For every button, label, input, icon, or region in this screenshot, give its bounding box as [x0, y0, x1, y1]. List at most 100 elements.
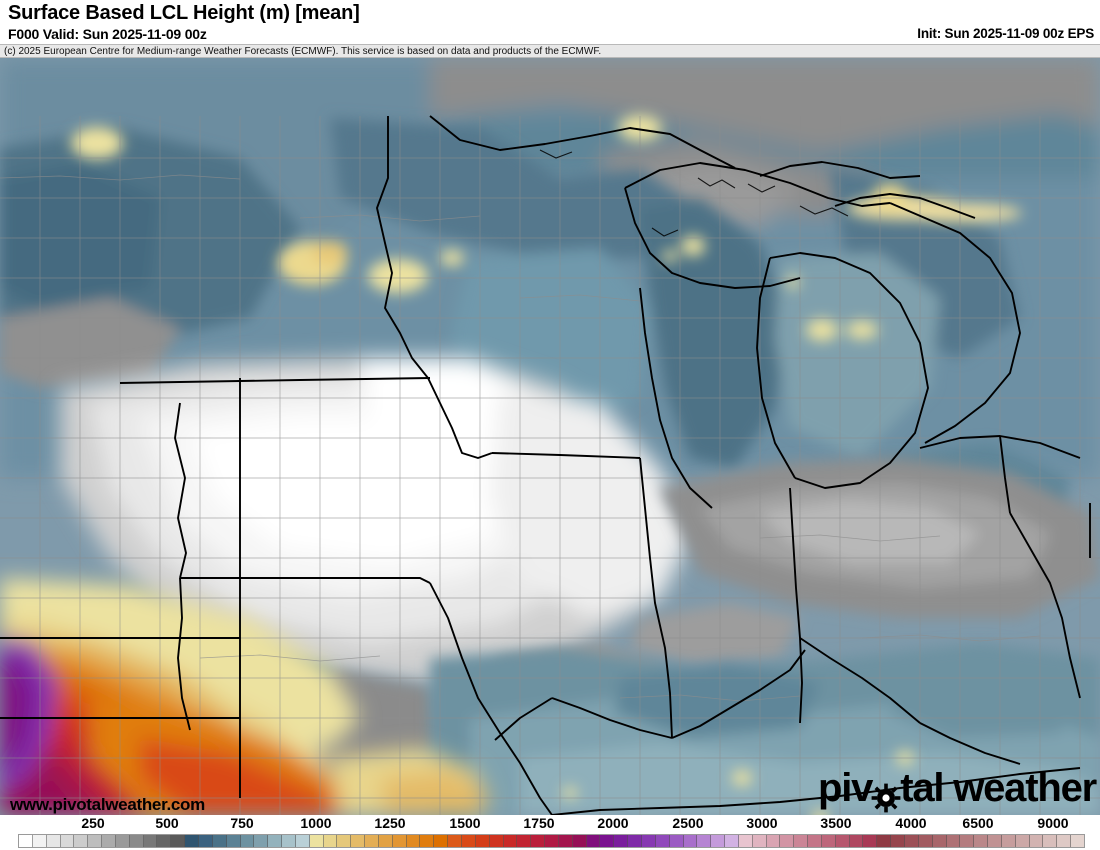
colorbar-swatch — [752, 835, 767, 847]
colorbar-swatch — [766, 835, 781, 847]
colorbar-swatch — [74, 835, 89, 847]
colorbar-swatch — [808, 835, 822, 847]
colorbar-swatch — [946, 835, 961, 847]
colorbar-swatch — [628, 835, 642, 847]
colorbar-swatch — [406, 835, 421, 847]
colorbar-swatch — [434, 835, 449, 847]
colorbar-swatch — [877, 835, 892, 847]
colorbar-swatch — [88, 835, 103, 847]
colorbar-swatch — [19, 835, 33, 847]
colorbar-swatch — [157, 835, 172, 847]
colorbar-swatch — [171, 835, 186, 847]
colorbar-swatch — [932, 835, 947, 847]
map-canvas[interactable] — [0, 58, 1100, 815]
colorbar-swatch — [448, 835, 462, 847]
gear-icon — [871, 778, 901, 812]
colorbar-swatch — [918, 835, 933, 847]
colorbar-swatch — [102, 835, 116, 847]
colorbar-swatch — [600, 835, 615, 847]
attribution-text: (c) 2025 European Centre for Medium-rang… — [4, 46, 602, 57]
colorbar-swatch — [780, 835, 795, 847]
colorbar-swatches — [18, 834, 1085, 848]
colorbar-swatch — [545, 835, 559, 847]
colorbar-swatch — [351, 835, 366, 847]
colorbar-tick: 3000 — [746, 815, 778, 831]
colorbar-tick: 750 — [230, 815, 254, 831]
colorbar-swatch — [268, 835, 283, 847]
colorbar-swatch — [60, 835, 75, 847]
colorbar-swatch — [503, 835, 518, 847]
colorbar-swatch — [115, 835, 130, 847]
colorbar-tick: 2500 — [672, 815, 704, 831]
colorbar-swatch — [1071, 835, 1084, 847]
colorbar-swatch — [794, 835, 809, 847]
colorbar-swatch — [711, 835, 726, 847]
colorbar-tick: 1000 — [300, 815, 332, 831]
colorbar-swatch — [988, 835, 1002, 847]
colorbar-tick: 6500 — [962, 815, 994, 831]
colorbar-swatch — [462, 835, 476, 847]
colorbar-swatch — [46, 835, 61, 847]
colorbar-swatch — [614, 835, 629, 847]
valid-time-label: F000 Valid: Sun 2025-11-09 00z — [8, 26, 207, 42]
colorbar-swatch — [835, 835, 850, 847]
init-time-label: Init: Sun 2025-11-09 00z EPS — [917, 26, 1094, 41]
colorbar-swatch — [1043, 835, 1058, 847]
colorbar-swatch — [282, 835, 296, 847]
colorbar-tick: 500 — [155, 815, 179, 831]
colorbar-swatch — [669, 835, 684, 847]
colorbar-swatch — [323, 835, 338, 847]
colorbar-swatch — [378, 835, 393, 847]
colorbar-tick: 3500 — [820, 815, 852, 831]
colorbar-swatch — [212, 835, 227, 847]
logo-text-pre: piv — [818, 766, 873, 810]
colorbar-swatch — [420, 835, 435, 847]
colorbar-tick-labels: 250 500 750 1000 1250 1500 1750 2000 2500 3000 350… — [0, 815, 1100, 833]
colorbar-swatch — [586, 835, 601, 847]
colorbar-tick: 9000 — [1037, 815, 1069, 831]
page-title: Surface Based LCL Height (m) [mean] — [8, 2, 360, 24]
colorbar-swatch — [198, 835, 213, 847]
colorbar-swatch — [143, 835, 158, 847]
pivotal-weather-logo: piv tal — [818, 766, 1097, 812]
colorbar-swatch — [738, 835, 753, 847]
colorbar-swatch — [337, 835, 352, 847]
colorbar-swatch — [849, 835, 864, 847]
colorbar-swatch — [392, 835, 407, 847]
colorbar-tick: 1500 — [449, 815, 481, 831]
colorbar-swatch — [683, 835, 698, 847]
colorbar-swatch — [974, 835, 989, 847]
colorbar-swatch — [295, 835, 310, 847]
colorbar-tick: 1250 — [374, 815, 406, 831]
colorbar-swatch — [32, 835, 47, 847]
colorbar-swatch — [697, 835, 712, 847]
attribution-bar: (c) 2025 European Centre for Medium-rang… — [0, 44, 1100, 58]
colorbar-swatch — [558, 835, 573, 847]
colorbar-swatch — [531, 835, 546, 847]
colorbar-swatch — [309, 835, 324, 847]
colorbar-swatch — [1015, 835, 1030, 847]
colorbar-swatch — [517, 835, 532, 847]
colorbar-swatch — [185, 835, 199, 847]
colorbar-swatch — [725, 835, 739, 847]
colorbar-swatch — [641, 835, 656, 847]
colorbar-swatch — [905, 835, 919, 847]
colorbar-swatch — [489, 835, 504, 847]
colorbar-swatch — [1001, 835, 1016, 847]
colorbar-swatch — [863, 835, 878, 847]
colorbar-swatch — [365, 835, 379, 847]
colorbar-swatch — [1057, 835, 1072, 847]
state-boundaries — [0, 115, 1091, 815]
colorbar-swatch — [572, 835, 587, 847]
colorbar-swatch — [821, 835, 836, 847]
colorbar-tick: 2000 — [597, 815, 629, 831]
colorbar-swatch — [475, 835, 490, 847]
colorbar-tick: 250 — [81, 815, 105, 831]
colorbar-swatch — [1029, 835, 1044, 847]
colorbar[interactable]: 250 500 750 1000 1250 1500 1750 2000 2500 3000 350… — [0, 815, 1100, 850]
colorbar-swatch — [240, 835, 255, 847]
colorbar-tick: 1750 — [523, 815, 555, 831]
county-boundaries — [0, 116, 1100, 815]
colorbar-swatch — [226, 835, 241, 847]
lcl-height-field — [0, 58, 1100, 815]
